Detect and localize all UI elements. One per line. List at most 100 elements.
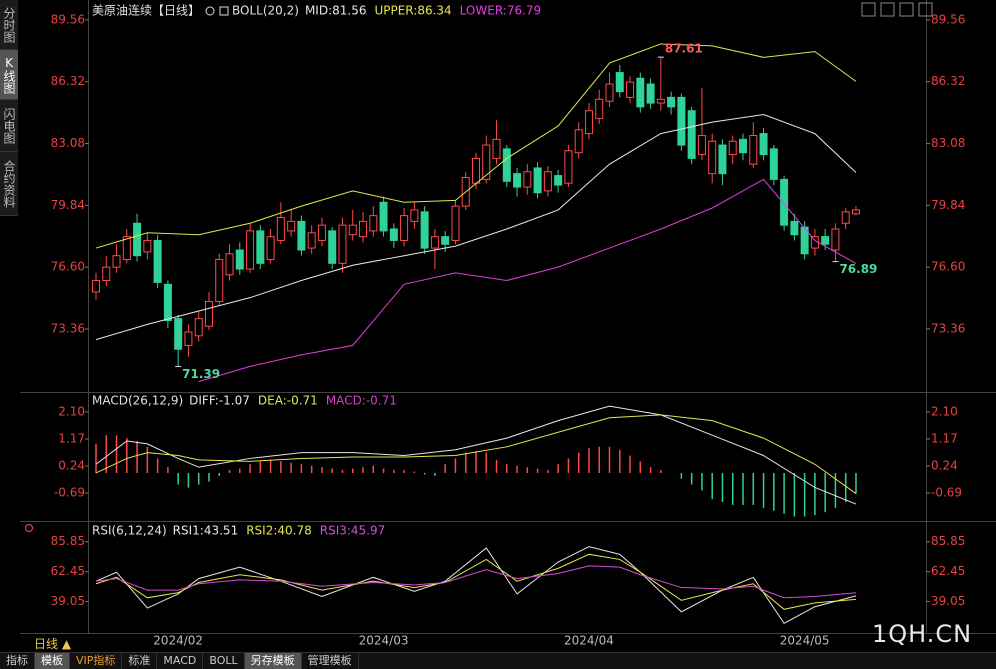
candle-body bbox=[276, 217, 285, 241]
candle-body bbox=[204, 300, 213, 327]
y-tick-label: 79.84 bbox=[931, 198, 965, 212]
y-tick-label: 2.10 bbox=[931, 404, 958, 418]
y-tick-label: -0.69 bbox=[931, 486, 962, 500]
y-tick-label: 1.17 bbox=[58, 431, 85, 445]
y-tick-label: 73.36 bbox=[51, 321, 85, 335]
candle-body bbox=[410, 209, 419, 222]
collapse-icon bbox=[205, 6, 215, 16]
panel-title: RSI(6,12,24) bbox=[92, 524, 167, 538]
chart: 89.56 89.56 86.32 86.32 83.08 83.08 79.84 79.84… bbox=[20, 0, 996, 648]
y-tick-label: 73.36 bbox=[931, 321, 965, 335]
y-tick-label: 86.32 bbox=[931, 74, 965, 88]
y-tick-label: 62.45 bbox=[51, 564, 85, 578]
y-tick-label: 1.17 bbox=[931, 431, 958, 445]
legend-item: DEA:-0.71 bbox=[258, 394, 318, 408]
y-tick-label: 76.60 bbox=[931, 260, 965, 274]
candle-body bbox=[112, 255, 121, 268]
legend-item: RSI2:40.78 bbox=[246, 524, 312, 538]
x-tick-label: 2024/04 bbox=[564, 634, 614, 648]
candle-body bbox=[430, 236, 439, 249]
candle-body bbox=[831, 228, 840, 251]
legend-item: UPPER:86.34 bbox=[374, 4, 451, 18]
candle-body bbox=[626, 81, 635, 98]
toolbar-tab[interactable]: 标准 bbox=[122, 653, 158, 669]
candle-body bbox=[769, 148, 778, 180]
y-tick-label: 0.24 bbox=[931, 458, 958, 472]
window-button[interactable] bbox=[918, 2, 933, 17]
toolbar-tab[interactable]: 指标 bbox=[0, 653, 35, 669]
panel-title: 美原油连续【日线】 bbox=[92, 3, 200, 18]
indicator-line bbox=[95, 565, 857, 599]
x-tick-label: 2024/05 bbox=[780, 634, 830, 648]
candle-body bbox=[697, 135, 706, 156]
candle-body bbox=[225, 253, 234, 276]
window-button[interactable] bbox=[861, 2, 876, 17]
candle-body bbox=[656, 98, 665, 104]
candle-body bbox=[851, 209, 860, 215]
candle-body bbox=[400, 215, 409, 241]
candle-body bbox=[554, 175, 563, 186]
candle-body bbox=[184, 331, 193, 346]
candle-body bbox=[246, 230, 255, 270]
candle-body bbox=[359, 220, 368, 238]
sidebar-tab[interactable]: K线图 bbox=[0, 50, 18, 100]
candle-body bbox=[677, 96, 686, 146]
legend-item: RSI3:45.97 bbox=[320, 524, 386, 538]
toolbar-tab[interactable]: 管理模板 bbox=[302, 653, 359, 669]
candle-body bbox=[379, 201, 388, 232]
y-tick-label: 0.24 bbox=[58, 458, 85, 472]
period-button[interactable]: 日线 ▲ bbox=[34, 637, 72, 651]
candle-body bbox=[471, 157, 480, 184]
candle-body bbox=[636, 77, 645, 108]
candle-body bbox=[482, 144, 491, 180]
candle-body bbox=[687, 110, 696, 159]
candle-body bbox=[441, 236, 450, 245]
candle-body bbox=[615, 72, 624, 93]
candle-body bbox=[287, 220, 296, 232]
extreme-label: 71.39 bbox=[182, 367, 220, 381]
y-tick-label: 89.56 bbox=[51, 12, 85, 26]
toolbar-tab[interactable]: 另存模板 bbox=[244, 653, 302, 669]
candle-body bbox=[564, 150, 573, 184]
sidebar-tab[interactable]: 合约资料 bbox=[0, 152, 18, 216]
panel-title: MACD(26,12,9) bbox=[92, 394, 183, 408]
toolbar-tab[interactable]: VIP指标 bbox=[70, 653, 123, 669]
candle-body bbox=[533, 167, 542, 194]
toolbar-tab[interactable]: 模板 bbox=[35, 653, 70, 669]
candle-body bbox=[749, 135, 758, 165]
candle-body bbox=[708, 140, 717, 175]
y-tick-label: 79.84 bbox=[51, 198, 85, 212]
candle-body bbox=[122, 236, 131, 261]
y-tick-label: 85.85 bbox=[51, 534, 85, 548]
candle-body bbox=[523, 171, 532, 188]
x-tick-label: 2024/03 bbox=[359, 634, 409, 648]
candle-body bbox=[739, 138, 748, 154]
window-button[interactable] bbox=[880, 2, 895, 17]
toolbar-tab[interactable]: BOLL bbox=[203, 653, 245, 669]
watermark: 1QH.CN bbox=[872, 620, 973, 648]
candle-body bbox=[800, 226, 809, 255]
indicator-line bbox=[95, 414, 857, 494]
candle-body bbox=[605, 83, 614, 102]
indicator-line bbox=[95, 114, 857, 341]
candle-body bbox=[646, 83, 655, 104]
candle-body bbox=[348, 224, 357, 236]
candle-body bbox=[513, 173, 522, 188]
toolbar: 指标 模板 VIP指标 标准 MACD BOLL 另存模板 管理模板 bbox=[0, 652, 996, 669]
indicator-line bbox=[95, 405, 857, 505]
sidebar-tab[interactable]: 分时图 bbox=[0, 0, 18, 50]
window-button[interactable] bbox=[899, 2, 914, 17]
legend-item: LOWER:76.79 bbox=[460, 4, 542, 18]
candle-body bbox=[543, 171, 552, 192]
candle-body bbox=[595, 98, 604, 119]
indicator-line bbox=[95, 43, 857, 249]
candle-body bbox=[369, 215, 378, 232]
candle-body bbox=[667, 96, 676, 108]
candle-body bbox=[728, 140, 737, 156]
sidebar-tab[interactable]: 闪电图 bbox=[0, 100, 18, 152]
candle-body bbox=[153, 239, 162, 283]
toolbar-tab[interactable]: MACD bbox=[157, 653, 204, 669]
extreme-label: 76.89 bbox=[839, 262, 877, 276]
candle-body bbox=[718, 144, 727, 175]
y-tick-label: 62.45 bbox=[931, 564, 965, 578]
